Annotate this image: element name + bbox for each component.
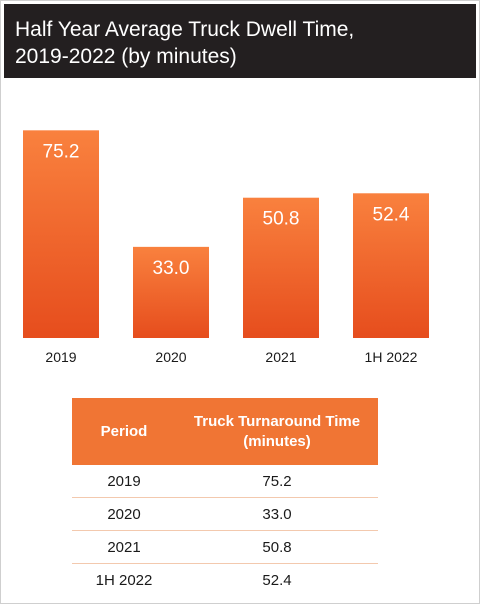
bar-value-label: 33.0 (153, 258, 190, 279)
column-header-period: Period (72, 398, 176, 465)
turnaround-value-cell: 33.0 (176, 497, 378, 531)
bar-1h-2022 (353, 193, 429, 338)
table-header-row: Period Truck Turnaround Time (minutes) (72, 398, 378, 465)
column-header-turnaround-time: Truck Turnaround Time (minutes) (176, 398, 378, 465)
bar-value-label: 52.4 (373, 204, 410, 225)
bar-2019 (23, 130, 99, 338)
table-row: 2019 75.2 (72, 465, 378, 498)
bar-2020 (133, 246, 209, 338)
turnaround-value-cell: 75.2 (176, 465, 378, 498)
chart-title: Half Year Average Truck Dwell Time, 2019… (15, 16, 470, 70)
x-tick-label: 2021 (265, 349, 296, 365)
bar-2021 (243, 197, 319, 338)
turnaround-value-cell: 52.4 (262, 571, 292, 589)
chart-title-line-1: Half Year Average Truck Dwell Time, (15, 18, 355, 41)
x-tick-label: 2020 (155, 349, 186, 365)
chart-header: Half Year Average Truck Dwell Time, 2019… (4, 4, 476, 78)
period-cell: 1H 2022 (95, 571, 153, 589)
table-row: 2020 33.0 (72, 497, 378, 531)
period-cell: 2020 (72, 497, 176, 531)
table-row: 2021 50.8 (72, 530, 378, 564)
bar-chart: 75.2 33.0 50.8 52.4 2019 2020 2021 1H 2022 (23, 130, 429, 365)
chart-title-line-2: 2019-2022 (by minutes) (15, 45, 237, 68)
period-cell: 2019 (72, 465, 176, 498)
plot-area: 75.2 33.0 50.8 52.4 2019 2020 2021 1H 2022 (4, 78, 476, 370)
bar-value-label: 50.8 (263, 209, 300, 230)
turnaround-value-cell: 50.8 (176, 530, 378, 564)
x-tick-label: 2019 (45, 349, 76, 365)
column-header-turnaround-line-2: (minutes) (243, 432, 311, 450)
period-cell: 2021 (72, 530, 176, 564)
x-tick-label: 1H 2022 (365, 349, 418, 365)
table-row: 1H 2022 52.4 (72, 564, 378, 597)
bar-value-label: 75.2 (43, 141, 80, 162)
turnaround-table: Period Truck Turnaround Time (minutes) 2… (72, 398, 378, 596)
column-header-turnaround-line-1: Truck Turnaround Time (193, 412, 361, 430)
